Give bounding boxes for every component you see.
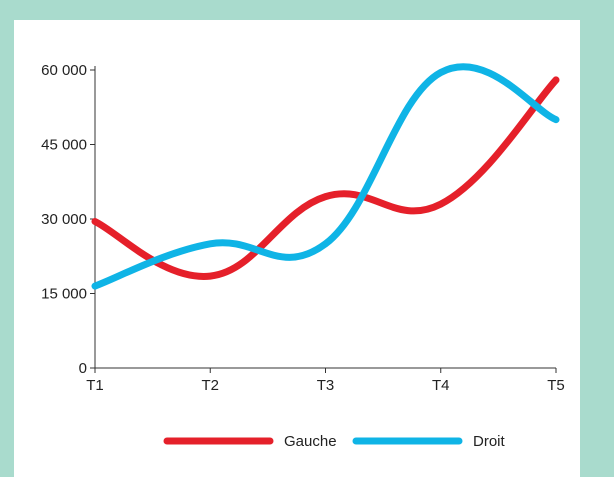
x-tick-label: T5 <box>547 377 565 394</box>
y-tick-label: 60 000 <box>41 62 87 79</box>
series-line-droit <box>91 63 560 290</box>
x-tick-label: T1 <box>86 377 104 394</box>
series-line-gauche <box>91 76 560 280</box>
series-layer <box>91 63 560 290</box>
legend-label-gauche: Gauche <box>284 433 337 450</box>
y-tick-label: 15 000 <box>41 286 87 303</box>
chart-panel <box>14 20 580 477</box>
legend-label-droit: Droit <box>473 433 506 450</box>
y-tick-label: 0 <box>79 360 87 377</box>
legend: Gauche Droit <box>163 433 506 450</box>
axes: 0 15 000 30 000 45 000 60 000 T1 T2 T3 T4 T5 <box>41 62 565 394</box>
y-tick-label: 45 000 <box>41 137 87 154</box>
y-tick-label: 30 000 <box>41 211 87 228</box>
x-tick-label: T2 <box>201 377 219 394</box>
x-tick-label: T4 <box>432 377 450 394</box>
x-tick-label: T3 <box>317 377 335 394</box>
